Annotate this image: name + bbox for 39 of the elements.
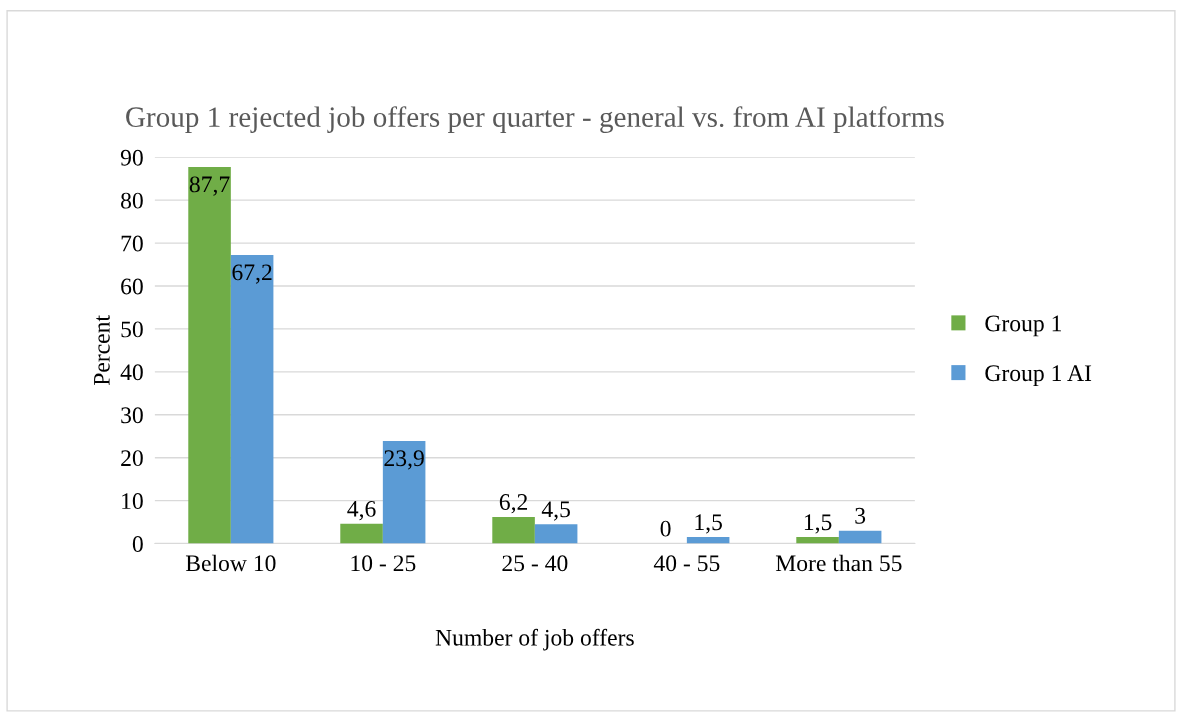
data-label: 4,6 [347, 500, 376, 521]
x-tick-label: More than 55 [775, 554, 902, 572]
bar [796, 537, 839, 544]
y-axis-title: Percent [94, 315, 110, 386]
data-label: 6,2 [499, 494, 528, 514]
bar [534, 524, 578, 544]
data-label: 0 [660, 520, 671, 537]
data-label: 23,9 [384, 450, 424, 470]
y-tick-label: 90 [120, 149, 143, 166]
y-tick-label: 20 [121, 450, 143, 467]
data-label: 67,2 [232, 264, 272, 284]
bar [340, 523, 383, 544]
y-tick-label: 0 [132, 536, 143, 552]
y-tick-label: 50 [121, 321, 143, 338]
legend-label: Group 1 AI [985, 365, 1092, 386]
data-label: 4,5 [541, 501, 570, 521]
bar [686, 537, 730, 544]
data-label: 1,5 [804, 514, 832, 534]
data-label: 3 [855, 507, 866, 524]
bar [230, 255, 274, 544]
data-label: 87,7 [189, 176, 230, 196]
chart-title: Group 1 rejected job offers per quarter - general vs. from AI platforms [126, 106, 944, 133]
bar [382, 440, 426, 544]
y-tick-label: 30 [121, 407, 143, 424]
x-axis-title: Number of job offers [435, 628, 634, 651]
y-tick-label: 60 [121, 278, 143, 295]
x-tick-label: 40 - 55 [653, 555, 720, 572]
y-tick-label: 70 [121, 235, 143, 252]
y-tick-label: 10 [122, 493, 143, 510]
bar [492, 516, 535, 544]
y-tick-label: 80 [121, 192, 143, 209]
bar [188, 167, 231, 544]
y-tick-label: 40 [120, 364, 143, 381]
data-label: 1,5 [695, 514, 722, 534]
x-tick-label: Below 10 [185, 554, 276, 572]
x-tick-label: 25 - 40 [502, 555, 568, 572]
x-tick-label: 10 - 25 [351, 555, 416, 572]
bar [838, 530, 882, 544]
legend-label: Group 1 [985, 315, 1061, 337]
